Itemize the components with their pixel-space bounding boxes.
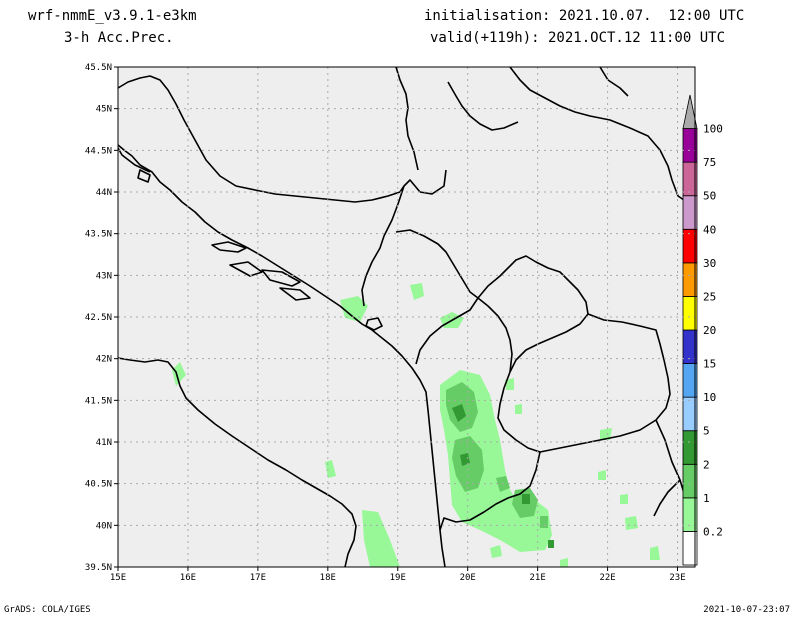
lon-tick-label: 22E	[599, 573, 615, 583]
lat-tick-label: 40.5N	[85, 480, 112, 490]
colorbar-label: 0.2	[703, 525, 723, 538]
grid-lines	[118, 67, 695, 567]
lat-tick-label: 44.5N	[85, 146, 112, 156]
colorbar-label: 75	[703, 156, 716, 169]
initialisation-time: initialisation: 2021.10.07. 12:00 UTC	[424, 8, 745, 24]
lat-tick-label: 43.5N	[85, 230, 112, 240]
lon-tick-label: 21E	[530, 573, 546, 583]
colorbar-label: 100	[703, 123, 723, 136]
colorbar-label: 25	[703, 290, 716, 303]
colorbar-label: 2	[703, 458, 710, 471]
valid-time: valid(+119h): 2021.OCT.12 11:00 UTC	[430, 30, 726, 46]
lat-tick-label: 39.5N	[85, 563, 112, 573]
colorbar-label: 40	[703, 223, 716, 236]
lon-tick-label: 18E	[320, 573, 336, 583]
colorbar-label: 20	[703, 324, 716, 337]
colorbar-label: 10	[703, 391, 716, 404]
coastlines	[118, 144, 446, 567]
colorbar-label: 50	[703, 190, 716, 203]
latitude-axis: 45.5N 45N 44.5N 44N 43.5N 43N 42.5N 42N 41.5N 41N…	[85, 63, 118, 573]
lat-tick-label: 40N	[96, 521, 112, 531]
lat-tick-label: 45N	[96, 105, 112, 115]
lat-tick-label: 41.5N	[85, 396, 112, 406]
precip-heavy	[452, 404, 554, 548]
sea-area	[118, 145, 442, 567]
plot-timestamp: 2021-10-07-23:07	[703, 605, 790, 615]
plot-frame	[117, 66, 696, 568]
lon-tick-label: 16E	[180, 573, 196, 583]
lon-tick-label: 19E	[390, 573, 406, 583]
lon-tick-label: 17E	[250, 573, 266, 583]
borders	[118, 67, 695, 541]
model-name: wrf-nmmE_v3.9.1-e3km	[28, 8, 197, 24]
lat-tick-label: 42.5N	[85, 313, 112, 323]
grads-credit: GrADS: COLA/IGES	[4, 605, 91, 615]
lon-tick-label: 15E	[110, 573, 126, 583]
lat-tick-label: 45.5N	[85, 63, 112, 73]
colorbar-segment	[682, 94, 698, 129]
colorbar-label: 30	[703, 257, 716, 270]
lat-tick-label: 43N	[96, 271, 112, 281]
longitude-axis: 15E 16E 17E 18E 19E 20E 21E 22E 23E	[110, 567, 686, 583]
colorbar-label: 1	[703, 492, 710, 505]
lat-tick-label: 42N	[96, 355, 112, 365]
field-name: 3-h Acc.Prec.	[64, 30, 174, 46]
lat-tick-label: 44N	[96, 188, 112, 198]
lon-tick-label: 23E	[669, 573, 685, 583]
lon-tick-label: 20E	[460, 573, 476, 583]
colorbar-label: 15	[703, 358, 716, 371]
lat-tick-label: 41N	[96, 438, 112, 448]
colorbar-label: 5	[703, 425, 710, 438]
